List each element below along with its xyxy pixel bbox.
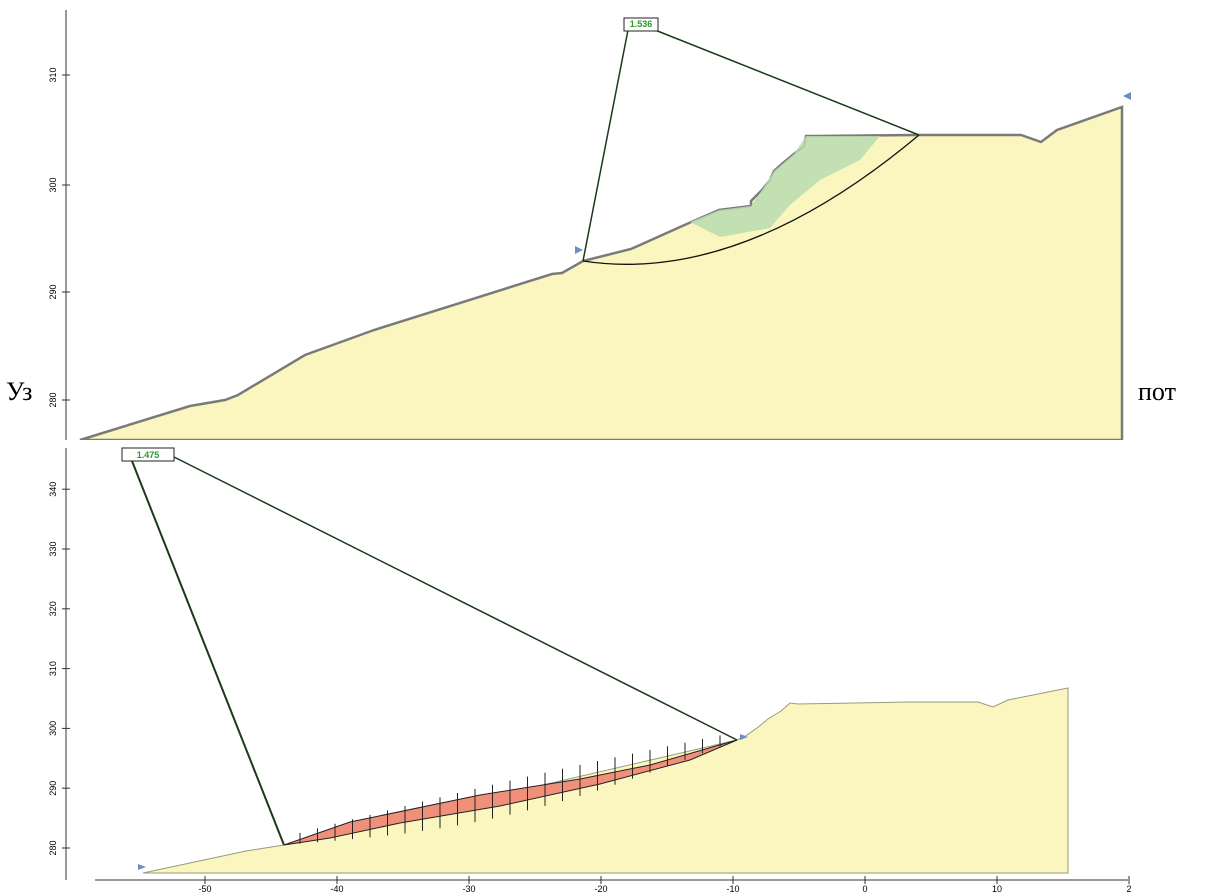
top-figure: 1.536 280 290 300 310 (48, 0, 1138, 442)
factor-label: 1.536 (630, 19, 653, 29)
y-tick-label: 310 (48, 67, 58, 82)
x-tick-label: -20 (594, 884, 607, 892)
x-tick-label: -30 (462, 884, 475, 892)
x-tick-label: -50 (198, 884, 211, 892)
body-text: пот (1138, 377, 1176, 406)
y-tick-label: 300 (48, 177, 58, 192)
y-tick-label: 300 (48, 721, 58, 736)
y-tick-label: 280 (48, 392, 58, 407)
y-tick-label: 310 (48, 661, 58, 676)
x-tick-label: -10 (726, 884, 739, 892)
y-tick-label: 290 (48, 781, 58, 796)
y-tick-label: 330 (48, 541, 58, 556)
y-tick-label: 290 (48, 284, 58, 299)
x-tick-label: 2 (1126, 884, 1131, 892)
y-tick-label: 320 (48, 601, 58, 616)
x-tick-label: 0 (862, 884, 867, 892)
y-tick-label: 280 (48, 840, 58, 855)
x-tick-label: -40 (330, 884, 343, 892)
bottom-figure: 1.475 280 290 300 310 320 330 340 -50 -40 -30 -20 -… (48, 440, 1138, 892)
x-tick-label: 10 (992, 884, 1002, 892)
factor-label: 1.475 (137, 450, 160, 460)
body-text: Уз (6, 377, 32, 406)
y-tick-label: 340 (48, 482, 58, 497)
